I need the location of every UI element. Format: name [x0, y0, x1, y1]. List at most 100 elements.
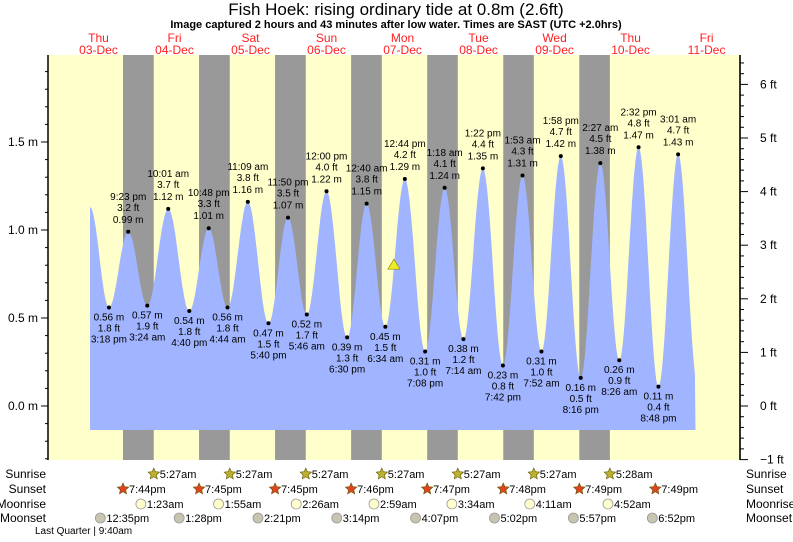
low-tide-label: 1.9 ft: [136, 322, 158, 333]
low-tide-label: 0.39 m: [332, 342, 363, 353]
left-axis-label: 1.0 m: [8, 223, 38, 237]
high-tide-label: 12:44 pm: [384, 139, 426, 150]
sunrise-icon: [147, 467, 161, 480]
low-tide-label: 1.8 ft: [216, 323, 238, 334]
low-tide-label: 1.7 ft: [296, 330, 318, 341]
right-axis-label: 1 ft: [760, 345, 777, 359]
low-tide-label: 1.8 ft: [178, 327, 200, 338]
low-tide-label: 8:16 pm: [563, 405, 599, 416]
high-tide-point: [676, 152, 681, 157]
day-label-weekday: Mon: [391, 31, 414, 45]
high-tide-label: 4.5 ft: [589, 134, 611, 145]
high-tide-label: 1.42 m: [545, 139, 576, 150]
left-axis-label: 0.5 m: [8, 311, 38, 325]
high-tide-label: 1.07 m: [273, 201, 304, 212]
high-tide-point: [364, 201, 369, 206]
low-tide-label: 8:48 pm: [640, 414, 676, 425]
moonrise-row-label-right: Moonrise: [746, 497, 793, 511]
high-tide-label: 2:32 pm: [621, 107, 657, 118]
low-tide-label: 0.54 m: [174, 316, 205, 327]
high-tide-label: 3.5 ft: [277, 189, 299, 200]
moonrise-time: 2:26am: [302, 499, 339, 511]
low-tide-point: [423, 349, 428, 354]
high-tide-label: 1.24 m: [429, 171, 460, 182]
low-tide-point: [461, 337, 466, 342]
moonrise-icon: [524, 498, 536, 510]
low-tide-label: 3:24 am: [129, 333, 165, 344]
sunrise-time: 5:27am: [236, 469, 273, 481]
day-label-date: 05-Dec: [231, 43, 270, 57]
moonset-time: 12:35pm: [106, 513, 149, 525]
sunset-time: 7:47pm: [433, 484, 470, 496]
high-tide-label: 3.7 ft: [157, 180, 179, 191]
sunrise-icon: [451, 467, 465, 480]
high-tide-point: [520, 173, 525, 178]
high-tide-label: 4.7 ft: [667, 125, 689, 136]
low-tide-label: 0.5 ft: [570, 394, 592, 405]
low-tide-label: 0.9 ft: [608, 376, 630, 387]
high-tide-label: 11:50 pm: [268, 178, 309, 189]
high-tide-point: [442, 185, 447, 190]
low-tide-label: 7:42 pm: [485, 393, 521, 404]
day-label-weekday: Thu: [620, 31, 641, 45]
left-axis-label: 1.5 m: [8, 135, 38, 149]
right-axis-label: 3 ft: [760, 238, 777, 252]
high-tide-point: [558, 154, 563, 159]
low-tide-label: 5:40 pm: [250, 350, 286, 361]
sunset-icon: [344, 482, 358, 495]
low-tide-label: 1.5 ft: [374, 343, 396, 354]
high-tide-label: 9:23 pm: [110, 192, 146, 203]
low-tide-point: [225, 305, 230, 310]
right-axis-label: 0 ft: [760, 399, 777, 413]
moonset-icon: [567, 512, 579, 524]
moonset-time: 5:57pm: [579, 513, 616, 525]
moonset-time: 6:52pm: [658, 513, 695, 525]
low-tide-label: 1.5 ft: [257, 339, 279, 350]
sunset-icon: [420, 482, 434, 495]
high-tide-point: [126, 229, 131, 234]
right-axis-label: 6 ft: [760, 77, 777, 91]
low-tide-label: 0.38 m: [448, 344, 479, 355]
high-tide-point: [285, 215, 290, 220]
high-tide-label: 12:40 am: [346, 164, 388, 175]
moon-phase: Last Quarter | 9:40am: [35, 526, 132, 537]
high-tide-label: 0.99 m: [113, 215, 144, 226]
high-tide-label: 12:00 pm: [306, 151, 348, 162]
sunset-row-label-right: Sunset: [746, 482, 784, 496]
high-tide-label: 1:22 pm: [465, 128, 501, 139]
right-axis-label: 2 ft: [760, 292, 777, 306]
high-tide-label: 3.8 ft: [356, 175, 378, 186]
high-tide-label: 1.43 m: [663, 137, 694, 148]
sunrise-icon: [299, 467, 313, 480]
high-tide-label: 4.2 ft: [394, 150, 416, 161]
right-axis-label: 4 ft: [760, 185, 777, 199]
low-tide-label: 7:08 pm: [407, 378, 443, 389]
moonrise-time: 2:59am: [380, 499, 417, 511]
high-tide-label: 4.1 ft: [434, 159, 456, 170]
moonrise-time: 4:11am: [536, 499, 572, 511]
high-tide-label: 4.3 ft: [511, 146, 533, 157]
low-tide-label: 1.0 ft: [414, 367, 436, 378]
day-label-date: 08-Dec: [459, 43, 498, 57]
high-tide-point: [245, 199, 250, 204]
moonset-icon: [173, 512, 185, 524]
day-label-weekday: Tue: [468, 31, 489, 45]
low-tide-point: [345, 335, 350, 340]
low-tide-label: 3:18 pm: [91, 334, 127, 345]
sunrise-icon: [527, 467, 541, 480]
sunrise-icon: [603, 467, 617, 480]
moonrise-time: 4:52am: [614, 499, 651, 511]
sunset-icon: [268, 482, 282, 495]
low-tide-label: 5:46 am: [289, 341, 325, 352]
high-tide-label: 4.0 ft: [315, 162, 337, 173]
high-tide-label: 3.8 ft: [237, 173, 259, 184]
moonset-time: 1:28pm: [185, 513, 222, 525]
moonrise-icon: [602, 498, 614, 510]
high-tide-label: 1.29 m: [390, 162, 421, 173]
low-tide-point: [106, 305, 111, 310]
left-axis-label: 0.0 m: [8, 399, 38, 413]
sunset-time: 7:49pm: [585, 484, 622, 496]
tide-curve: [90, 147, 696, 431]
low-tide-point: [145, 303, 150, 308]
high-tide-label: 3.2 ft: [117, 203, 139, 214]
